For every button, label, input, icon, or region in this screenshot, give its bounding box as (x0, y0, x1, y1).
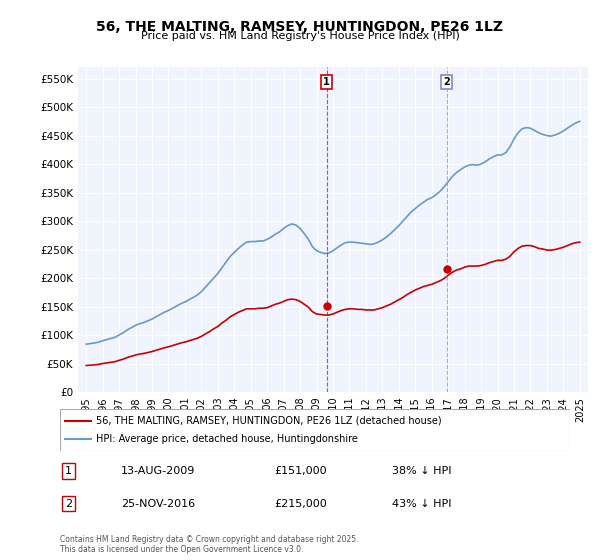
Text: £151,000: £151,000 (274, 466, 327, 476)
Text: £215,000: £215,000 (274, 499, 327, 508)
Text: 1: 1 (323, 77, 330, 87)
Text: Contains HM Land Registry data © Crown copyright and database right 2025.
This d: Contains HM Land Registry data © Crown c… (60, 535, 359, 554)
Text: 25-NOV-2016: 25-NOV-2016 (121, 499, 196, 508)
Text: 1: 1 (65, 466, 72, 476)
Text: 2: 2 (65, 499, 72, 508)
Text: 38% ↓ HPI: 38% ↓ HPI (392, 466, 451, 476)
Text: 13-AUG-2009: 13-AUG-2009 (121, 466, 196, 476)
Text: Price paid vs. HM Land Registry's House Price Index (HPI): Price paid vs. HM Land Registry's House … (140, 31, 460, 41)
Text: HPI: Average price, detached house, Huntingdonshire: HPI: Average price, detached house, Hunt… (96, 434, 358, 444)
FancyBboxPatch shape (60, 409, 570, 451)
Text: 2: 2 (443, 77, 450, 87)
Text: 56, THE MALTING, RAMSEY, HUNTINGDON, PE26 1LZ (detached house): 56, THE MALTING, RAMSEY, HUNTINGDON, PE2… (96, 416, 442, 426)
Text: 56, THE MALTING, RAMSEY, HUNTINGDON, PE26 1LZ: 56, THE MALTING, RAMSEY, HUNTINGDON, PE2… (97, 20, 503, 34)
Text: 43% ↓ HPI: 43% ↓ HPI (392, 499, 451, 508)
